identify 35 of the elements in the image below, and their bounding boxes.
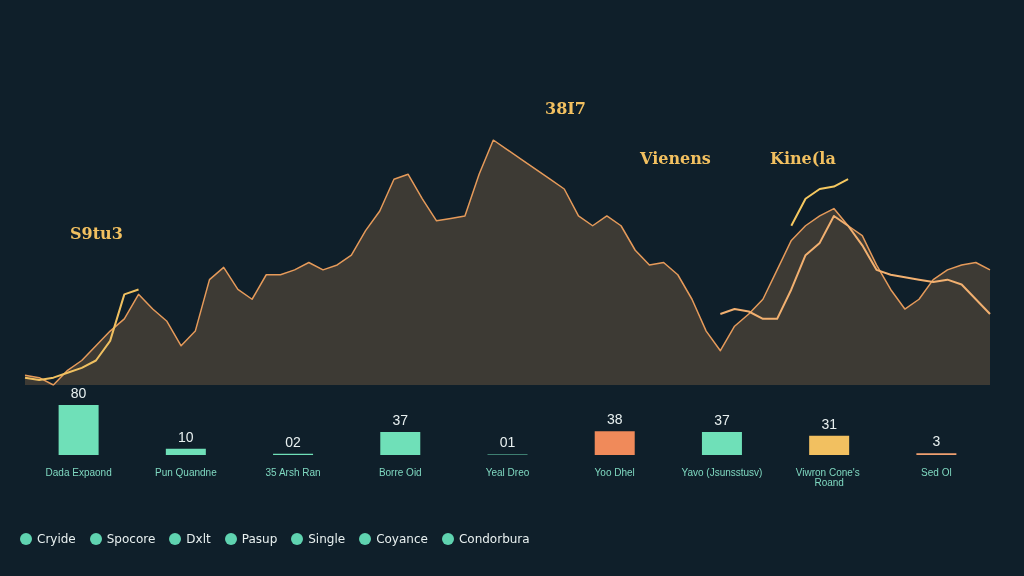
text: Pasup [241, 532, 278, 546]
text: Condorbura [458, 532, 530, 546]
x-tick-label: Borre Oid [378, 466, 422, 478]
x-tick-label: Yeal Dreo [485, 466, 530, 478]
data-label: 10 [178, 428, 194, 445]
x-tick-label: Yavo (Jsunsstusv) [681, 466, 763, 478]
x-tick-label: Yoo Dhel [594, 466, 635, 478]
text: Coyance [376, 532, 428, 546]
text: 38I7 [545, 98, 586, 118]
text: Spocore [106, 532, 156, 546]
bar [809, 435, 850, 455]
x-tick-label: Sed Ol [921, 466, 952, 478]
x-tick-label: 35 Arsh Ran [265, 466, 321, 478]
data-label: 80 [70, 385, 87, 401]
data-label: 3 [932, 433, 941, 450]
x-tick-label: Dada Expaond [45, 466, 112, 478]
annotation: Kine(la [770, 148, 836, 168]
bar [701, 431, 742, 455]
data-label: 37 [392, 411, 409, 428]
data-label: 38 [606, 411, 623, 428]
annotation: S9tu3 [70, 223, 123, 243]
data-label: 02 [285, 433, 302, 450]
text: Dxlt [186, 532, 211, 546]
bar [58, 405, 99, 455]
data-label: 31 [821, 415, 838, 432]
data-label: 37 [714, 411, 730, 428]
data-label: 01 [499, 434, 516, 451]
bar [594, 431, 635, 455]
bar [380, 431, 421, 455]
text: Single [308, 532, 346, 546]
text: Cryide [37, 532, 76, 546]
bar [165, 448, 206, 455]
x-tick-label: Viwron Cone's Roand [795, 466, 863, 488]
x-tick-label: Pun Quandne [154, 466, 218, 478]
annotation: Vienens [639, 148, 711, 168]
